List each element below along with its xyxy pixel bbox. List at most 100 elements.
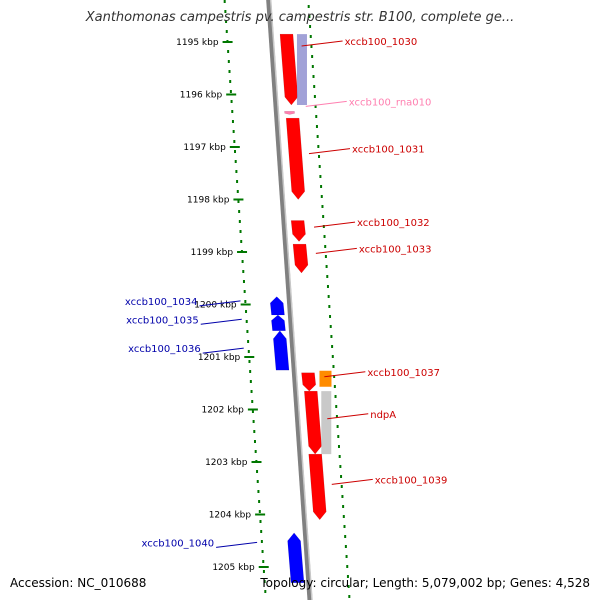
tick-dot — [347, 585, 350, 588]
gene-label[interactable]: xccb100_1032 — [357, 218, 430, 229]
tick-label: 1198 kbp — [187, 196, 230, 206]
gene-arrow[interactable] — [269, 296, 285, 316]
tick-dot — [245, 320, 248, 323]
gene-label[interactable]: xccb100_1039 — [375, 475, 448, 486]
map-title: Xanthomonas campestris pv. campestris st… — [85, 10, 515, 25]
tick-dot — [342, 505, 345, 508]
tick-dot — [335, 415, 338, 418]
tick-dot — [320, 195, 323, 198]
accession-text: Accession: NC_010688 — [10, 576, 147, 590]
gene-arrow[interactable] — [304, 390, 322, 455]
tick-dot — [258, 510, 261, 513]
gene-label[interactable]: xccb100_1036 — [128, 344, 201, 355]
tick-dot — [315, 115, 318, 118]
tick-dot — [315, 125, 318, 128]
tick-dot — [238, 210, 241, 213]
tick-dot — [247, 340, 250, 343]
tick-dot — [257, 490, 260, 493]
tick-dot — [262, 570, 265, 573]
tick-dot — [245, 310, 248, 313]
tick-dot — [260, 530, 263, 533]
gene-arrow[interactable] — [279, 33, 299, 106]
tick-dot — [348, 595, 351, 598]
tick-dot — [320, 185, 323, 188]
label-leader — [305, 100, 347, 107]
tick-dot — [329, 325, 332, 328]
gene-label[interactable]: xccb100_1035 — [126, 315, 199, 326]
tick-dot — [311, 65, 314, 68]
tick-dot — [335, 405, 338, 408]
gene-label[interactable]: xccb100_rna010 — [349, 97, 432, 108]
tick-dot — [262, 560, 265, 563]
tick-dot — [313, 85, 316, 88]
backbone-highlight — [269, 0, 314, 604]
tick-dot — [316, 135, 319, 138]
tick-dot — [325, 265, 328, 268]
gene-label[interactable]: xccb100_1040 — [141, 538, 214, 549]
tick-dot — [224, 10, 227, 13]
gene-arrow[interactable] — [290, 220, 306, 242]
gene-arrow[interactable] — [301, 372, 317, 392]
tick-dot — [264, 590, 267, 593]
tick-dot — [312, 75, 315, 78]
tick-dot — [232, 130, 235, 133]
tick-dot — [234, 160, 237, 163]
tick-dot — [246, 330, 249, 333]
tick-dot — [244, 300, 247, 303]
tick-dot — [331, 355, 334, 358]
tick-dot — [228, 70, 231, 73]
tick-dot — [242, 270, 245, 273]
tick-dot — [229, 90, 232, 93]
tick-dot — [308, 15, 311, 18]
tick-dot — [251, 410, 254, 413]
tick-dot — [253, 440, 256, 443]
label-leader — [202, 347, 244, 354]
tick-dot — [239, 230, 242, 233]
gene-arrow[interactable] — [287, 532, 305, 583]
gene-arrow[interactable] — [285, 117, 305, 200]
label-leader — [324, 371, 366, 378]
tick-dot — [261, 550, 264, 553]
tick-label: 1195 kbp — [176, 38, 219, 48]
gene-arrow[interactable] — [273, 330, 290, 371]
tick-dot — [252, 420, 255, 423]
gene-label[interactable]: xccb100_1030 — [345, 37, 418, 48]
tick-dot — [326, 275, 329, 278]
tick-label: 1200 kbp — [194, 301, 237, 311]
gene-label[interactable]: xccb100_1033 — [359, 244, 432, 255]
tick-dot — [254, 450, 257, 453]
tick-dot — [230, 100, 233, 103]
tick-dot — [332, 365, 335, 368]
gene-label[interactable]: xccb100_1037 — [367, 368, 440, 379]
tick-dot — [326, 285, 329, 288]
gene-arrow[interactable] — [284, 111, 295, 115]
gene-label[interactable]: xccb100_1034 — [125, 297, 198, 308]
tick-dot — [311, 55, 314, 58]
backbone-layer — [266, 0, 314, 604]
tick-dot — [237, 200, 240, 203]
tick-dot — [346, 575, 349, 578]
tick-dot — [330, 335, 333, 338]
tick-dot — [236, 180, 239, 183]
tick-dot — [339, 465, 342, 468]
gene-label[interactable]: ndpA — [370, 410, 396, 421]
tick-dot — [248, 360, 251, 363]
gene-arrow[interactable] — [271, 314, 286, 331]
gene-layer — [269, 33, 332, 583]
tick-label: 1204 kbp — [209, 511, 252, 521]
tick-label: 1196 kbp — [180, 91, 223, 101]
tick-dot — [240, 240, 243, 243]
tick-dot — [343, 525, 346, 528]
tick-dot — [249, 380, 252, 383]
gene-arrow[interactable] — [292, 243, 309, 274]
tick-dot — [260, 540, 263, 543]
gene-arrow[interactable] — [308, 453, 327, 521]
tick-dot — [236, 190, 239, 193]
tick-dot — [243, 290, 246, 293]
gene-label[interactable]: xccb100_1031 — [352, 145, 425, 156]
tick-dot — [251, 400, 254, 403]
tick-dot — [318, 165, 321, 168]
tick-dot — [309, 25, 312, 28]
tick-label: 1205 kbp — [212, 563, 255, 573]
